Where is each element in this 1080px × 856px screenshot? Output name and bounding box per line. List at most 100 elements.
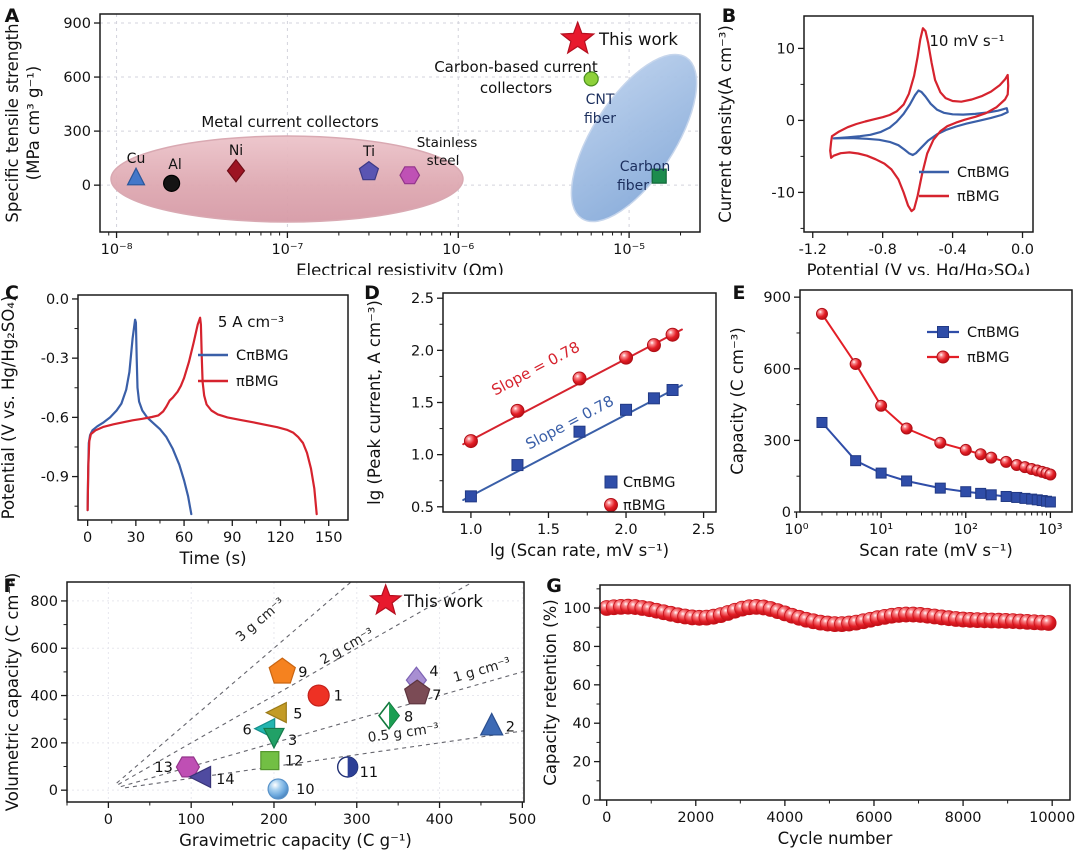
panel-e-chart: CπBMG πBMG 10⁰ 10¹ 10² 10³ 0 300 600 900 Scan rate…	[728, 282, 1073, 560]
svg-text:steel: steel	[427, 153, 460, 169]
svg-text:B: B	[722, 5, 736, 27]
svg-text:1 g cm⁻³: 1 g cm⁻³	[451, 654, 512, 686]
svg-text:0: 0	[582, 793, 591, 809]
svg-text:CπBMG: CπBMG	[967, 325, 1020, 341]
svg-text:Potential (V vs. Hg/Hg₂SO₄): Potential (V vs. Hg/Hg₂SO₄)	[807, 261, 1031, 275]
svg-text:2 g cm⁻³: 2 g cm⁻³	[317, 625, 376, 668]
svg-text:3 g cm⁻³: 3 g cm⁻³	[233, 595, 288, 645]
svg-text:Scan rate (mV s⁻¹): Scan rate (mV s⁻¹)	[859, 541, 1013, 560]
svg-text:-0.9: -0.9	[41, 470, 69, 486]
svg-text:Carbon-based current: Carbon-based current	[434, 58, 598, 76]
svg-text:600: 600	[63, 70, 91, 86]
svg-text:60: 60	[573, 678, 591, 694]
svg-text:Carbon: Carbon	[620, 159, 670, 175]
svg-text:2000: 2000	[677, 810, 714, 826]
svg-text:-0.3: -0.3	[41, 351, 69, 367]
svg-text:14: 14	[216, 772, 234, 788]
svg-text:CπBMG: CπBMG	[623, 475, 676, 491]
svg-text:100: 100	[563, 601, 591, 617]
svg-text:2.0: 2.0	[615, 522, 638, 538]
svg-text:Stainless: Stainless	[417, 135, 478, 151]
svg-text:300: 300	[63, 124, 91, 140]
svg-text:120: 120	[267, 530, 295, 546]
svg-text:Electrical resistivity (Ωm): Electrical resistivity (Ωm)	[296, 261, 504, 275]
svg-text:Ti: Ti	[362, 144, 375, 160]
svg-text:5 A cm⁻³: 5 A cm⁻³	[218, 313, 284, 331]
svg-text:Metal current collectors: Metal current collectors	[201, 113, 379, 131]
svg-text:-0.4: -0.4	[938, 242, 966, 258]
panel-a-chart: Metal current collectors Carbon-based cur…	[3, 5, 701, 280]
svg-text:900: 900	[63, 16, 91, 32]
svg-text:D: D	[364, 282, 380, 304]
svg-text:πBMG: πBMG	[957, 189, 999, 205]
svg-text:10000: 10000	[1029, 810, 1075, 826]
svg-text:0: 0	[786, 113, 795, 129]
svg-text:10⁻⁶: 10⁻⁶	[442, 242, 474, 258]
svg-text:Capacity (C cm⁻³): Capacity (C cm⁻³)	[728, 327, 747, 474]
svg-text:60: 60	[175, 530, 193, 546]
svg-text:0: 0	[83, 530, 92, 546]
svg-text:2.5: 2.5	[411, 291, 434, 307]
svg-text:600: 600	[763, 362, 791, 378]
panel-a-tensile-vs-resistivity: Metal current collectors Carbon-based cur…	[0, 0, 715, 280]
svg-text:800: 800	[30, 594, 58, 610]
svg-text:Specific tensile strength: Specific tensile strength	[3, 23, 22, 222]
svg-text:fiber: fiber	[584, 111, 616, 127]
svg-text:10³: 10³	[1038, 522, 1062, 538]
svg-text:F: F	[4, 575, 17, 597]
svg-text:10⁻⁷: 10⁻⁷	[271, 242, 303, 258]
svg-text:2.0: 2.0	[411, 343, 434, 359]
svg-text:20: 20	[573, 755, 591, 771]
svg-text:1: 1	[334, 689, 343, 705]
svg-text:2.5: 2.5	[692, 522, 715, 538]
svg-text:0: 0	[782, 505, 791, 521]
svg-text:1.0: 1.0	[459, 522, 482, 538]
svg-text:100: 100	[177, 812, 205, 828]
svg-text:Potential (V vs. Hg/Hg₂SO₄): Potential (V vs. Hg/Hg₂SO₄)	[0, 296, 18, 520]
svg-text:E: E	[733, 282, 746, 304]
svg-text:0.0: 0.0	[46, 292, 69, 308]
svg-text:10¹: 10¹	[869, 522, 893, 538]
svg-text:fiber: fiber	[617, 178, 649, 194]
panel-f-capacity-comparison: 3 g cm⁻³ 2 g cm⁻³ 1 g cm⁻³ 0.5 g cm⁻³ 9 1 4 7 5 8…	[0, 570, 540, 856]
svg-text:G: G	[546, 575, 562, 597]
panel-b-cv-curves: 10 mV s⁻¹ CπBMG πBMG -1.2 -0.8 -0.4 0.0 -10 0 10 P…	[715, 0, 1080, 280]
svg-text:(MPa cm³ g⁻¹): (MPa cm³ g⁻¹)	[24, 66, 43, 180]
svg-text:400: 400	[30, 689, 58, 705]
svg-text:900: 900	[763, 290, 791, 306]
svg-text:1.0: 1.0	[411, 448, 434, 464]
svg-text:Slope = 0.78: Slope = 0.78	[489, 338, 583, 399]
svg-text:30: 30	[127, 530, 145, 546]
svg-text:C: C	[5, 282, 19, 304]
svg-text:collectors: collectors	[480, 79, 552, 97]
panel-c-chart: 5 A cm⁻³ CπBMG πBMG 0 30 60 90 120 150 0.0 -0.3 -0.…	[0, 282, 349, 568]
panel-e-capacity-vs-scanrate: CπBMG πBMG 10⁰ 10¹ 10² 10³ 0 300 600 900 Scan rate…	[725, 275, 1080, 574]
svg-text:Volumetric capacity (C cm⁻³): Volumetric capacity (C cm⁻³)	[3, 573, 22, 812]
svg-text:This work: This work	[403, 592, 483, 611]
svg-text:10²: 10²	[954, 522, 978, 538]
svg-text:1.5: 1.5	[537, 522, 560, 538]
svg-text:7: 7	[432, 688, 441, 704]
svg-text:200: 200	[260, 812, 288, 828]
svg-text:500: 500	[509, 812, 537, 828]
svg-text:300: 300	[343, 812, 371, 828]
panel-b-chart: 10 mV s⁻¹ CπBMG πBMG -1.2 -0.8 -0.4 0.0 -10 0 10 P…	[716, 5, 1034, 280]
svg-text:300: 300	[763, 433, 791, 449]
panel-c-gcd-curves: 5 A cm⁻³ CπBMG πBMG 0 30 60 90 120 150 0.0 -0.3 -0.…	[0, 275, 360, 574]
svg-text:10⁰: 10⁰	[784, 522, 808, 538]
svg-text:0.0: 0.0	[1011, 242, 1034, 258]
svg-text:6: 6	[242, 723, 251, 739]
svg-text:6000: 6000	[856, 810, 893, 826]
svg-text:-0.8: -0.8	[869, 242, 897, 258]
svg-text:40: 40	[573, 716, 591, 732]
svg-text:10: 10	[777, 41, 795, 57]
svg-text:πBMG: πBMG	[236, 374, 278, 390]
svg-text:lg (Peak current, A cm⁻³): lg (Peak current, A cm⁻³)	[365, 300, 384, 505]
svg-text:-10: -10	[771, 185, 795, 201]
svg-text:A: A	[5, 5, 20, 27]
svg-text:1.5: 1.5	[411, 396, 434, 412]
svg-text:4: 4	[429, 664, 438, 680]
svg-text:150: 150	[315, 530, 343, 546]
